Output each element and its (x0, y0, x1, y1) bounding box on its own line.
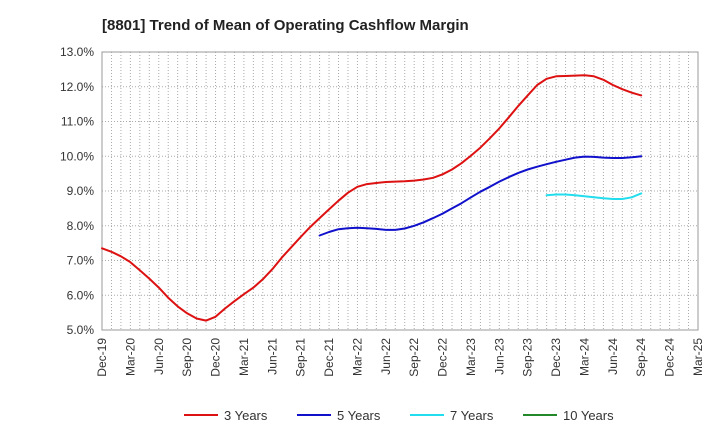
legend-label: 7 Years (450, 408, 494, 423)
x-tick-label: Mar-24 (577, 338, 591, 376)
y-tick-label: 10.0% (60, 149, 94, 163)
y-axis: 5.0% 6.0% 7.0% 8.0% 9.0% 10.0% 11.0% 12.0% 13.0% (60, 45, 94, 337)
x-tick-label: Mar-25 (691, 338, 705, 376)
x-tick-label: Sep-24 (634, 338, 648, 377)
y-tick-label: 8.0% (67, 219, 95, 233)
x-tick-label: Sep-20 (180, 338, 194, 377)
x-axis: Dec-19 Mar-20 Jun-20 Sep-20 Dec-20 Mar-21 Jun-… (95, 338, 705, 377)
x-tick-label: Dec-21 (322, 338, 336, 377)
y-tick-label: 5.0% (67, 323, 95, 337)
grid (102, 52, 698, 330)
x-tick-label: Jun-23 (492, 338, 506, 375)
y-tick-label: 12.0% (60, 80, 94, 94)
x-tick-label: Dec-22 (436, 338, 450, 377)
legend: 3 Years 5 Years 7 Years 10 Years (184, 408, 614, 423)
y-tick-label: 6.0% (67, 288, 95, 302)
x-tick-label: Sep-23 (521, 338, 535, 377)
x-tick-label: Mar-20 (123, 338, 137, 376)
x-tick-label: Dec-24 (663, 338, 677, 377)
y-tick-label: 11.0% (61, 115, 94, 129)
legend-label: 3 Years (224, 408, 268, 423)
x-tick-label: Mar-23 (464, 338, 478, 376)
x-tick-label: Mar-22 (350, 338, 364, 376)
series-lines (101, 74, 643, 322)
x-tick-label: Dec-19 (95, 338, 109, 377)
chart-title: [8801] Trend of Mean of Operating Cashfl… (102, 17, 469, 34)
series-line (101, 74, 643, 322)
legend-label: 10 Years (563, 408, 614, 423)
x-tick-label: Sep-22 (407, 338, 421, 377)
x-tick-label: Mar-21 (237, 338, 251, 376)
series-line (318, 155, 643, 237)
x-tick-label: Jun-24 (606, 338, 620, 375)
y-tick-label: 7.0% (67, 254, 95, 268)
legend-label: 5 Years (337, 408, 381, 423)
x-tick-label: Jun-22 (379, 338, 393, 375)
x-tick-label: Jun-21 (265, 338, 279, 375)
y-tick-label: 13.0% (60, 45, 94, 59)
x-tick-label: Jun-20 (152, 338, 166, 375)
x-tick-label: Dec-23 (549, 338, 563, 377)
series-line (545, 192, 643, 200)
x-tick-label: Dec-20 (209, 338, 223, 377)
x-tick-label: Sep-21 (294, 338, 308, 377)
plot-area (101, 51, 699, 331)
y-tick-label: 9.0% (67, 184, 95, 198)
